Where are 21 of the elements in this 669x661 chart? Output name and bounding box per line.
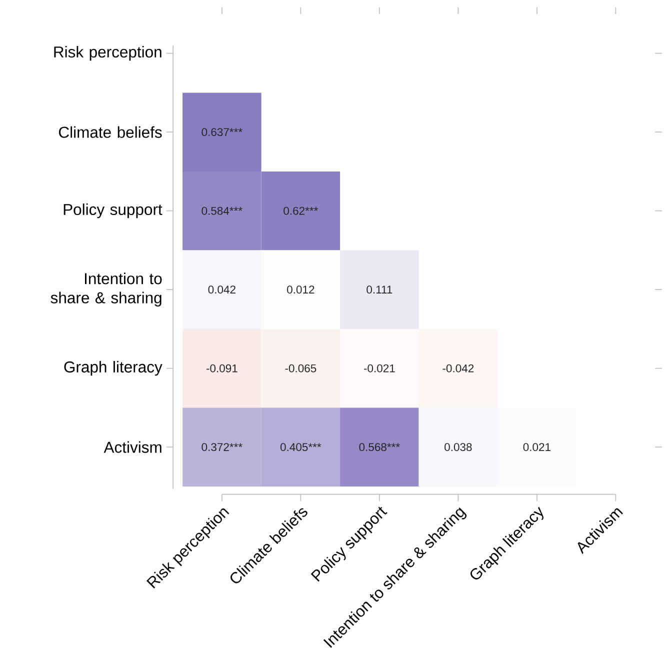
y-tick-label: Activism bbox=[104, 441, 162, 453]
data-label: -0.021 bbox=[364, 364, 395, 372]
data-label: 0.405*** bbox=[280, 443, 322, 452]
data-label: 0.637*** bbox=[202, 128, 242, 136]
y-tick-label: Graph literacy bbox=[64, 360, 162, 376]
data-label: -0.065 bbox=[285, 364, 316, 372]
data-label: 0.111 bbox=[366, 286, 392, 294]
data-label: 0.372*** bbox=[202, 443, 242, 452]
data-label: 0.62*** bbox=[284, 206, 318, 215]
data-label: 0.012 bbox=[287, 286, 314, 294]
data-label: 0.038 bbox=[444, 443, 472, 452]
data-label: 0.021 bbox=[523, 443, 550, 452]
data-label: -0.042 bbox=[442, 364, 474, 372]
data-label: -0.091 bbox=[206, 364, 238, 372]
y-tick-label: Climate beliefs bbox=[59, 126, 162, 138]
data-label: 0.584*** bbox=[202, 206, 242, 215]
data-label: 0.568*** bbox=[359, 443, 400, 452]
data-label: 0.042 bbox=[208, 286, 236, 294]
y-tick-label: Intention to share & sharing bbox=[50, 272, 162, 306]
y-tick-label: Policy support bbox=[64, 203, 162, 218]
y-tick-label: Risk perception bbox=[54, 46, 162, 61]
